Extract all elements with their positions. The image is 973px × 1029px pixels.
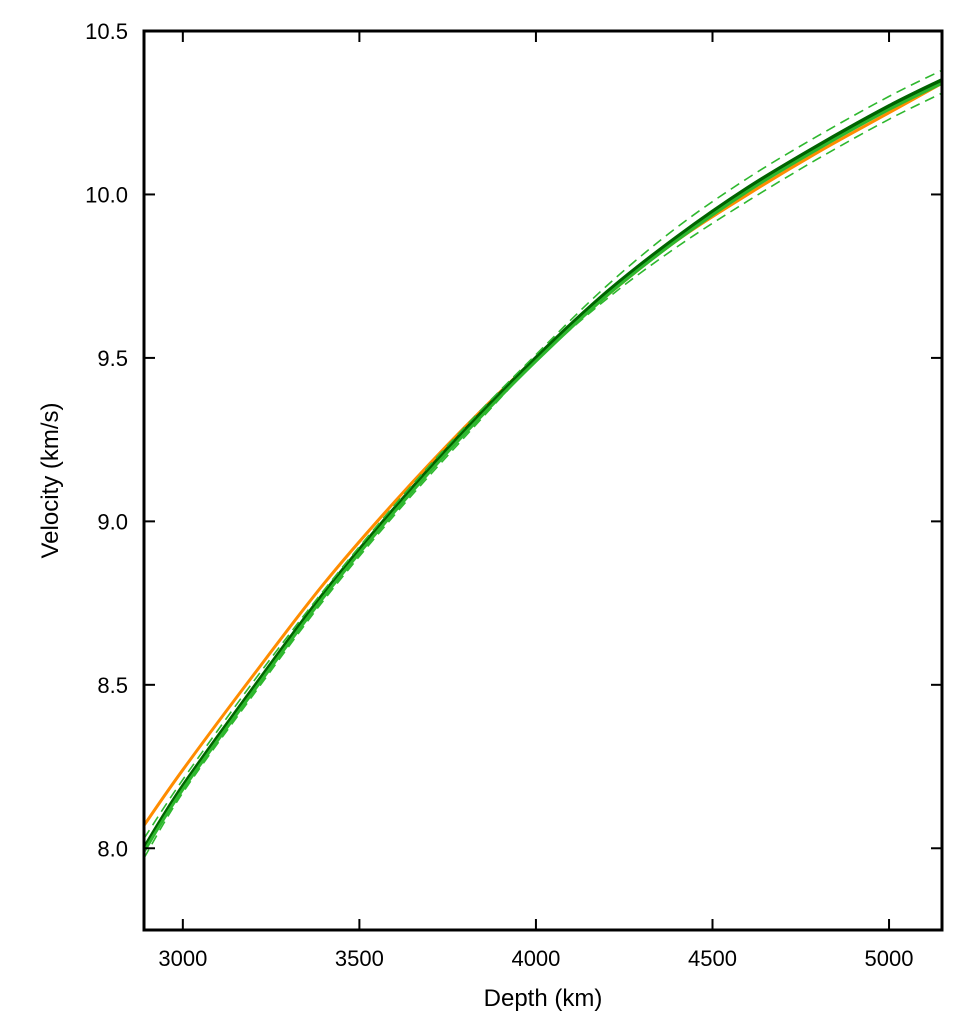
y-tick-label: 9.5 — [97, 346, 128, 371]
x-tick-label: 3500 — [335, 946, 384, 971]
series-line-2 — [144, 78, 942, 850]
x-axis: 3000 3500 4000 4500 5000 — [158, 31, 914, 971]
y-tick-label: 9.0 — [97, 509, 128, 534]
y-axis-label: Velocity (km/s) — [37, 402, 64, 558]
y-tick-label: 10.5 — [85, 19, 128, 44]
x-tick-label: 3000 — [158, 946, 207, 971]
series-line-1 — [144, 81, 942, 827]
y-tick-label: 8.5 — [97, 673, 128, 698]
series-line-5 — [144, 92, 942, 859]
series-line-3 — [144, 81, 942, 853]
x-tick-label: 5000 — [865, 946, 914, 971]
y-tick-label: 10.0 — [85, 182, 128, 207]
plot-frame — [142, 29, 944, 932]
y-tick-label: 8.0 — [97, 836, 128, 861]
series-line-4 — [144, 69, 942, 839]
series-layer — [144, 69, 942, 859]
x-tick-label: 4000 — [511, 946, 560, 971]
x-tick-label: 4500 — [688, 946, 737, 971]
x-axis-label: Depth (km) — [484, 985, 603, 1012]
y-axis: 8.0 8.5 9.0 9.5 10.0 10.5 — [85, 19, 942, 861]
